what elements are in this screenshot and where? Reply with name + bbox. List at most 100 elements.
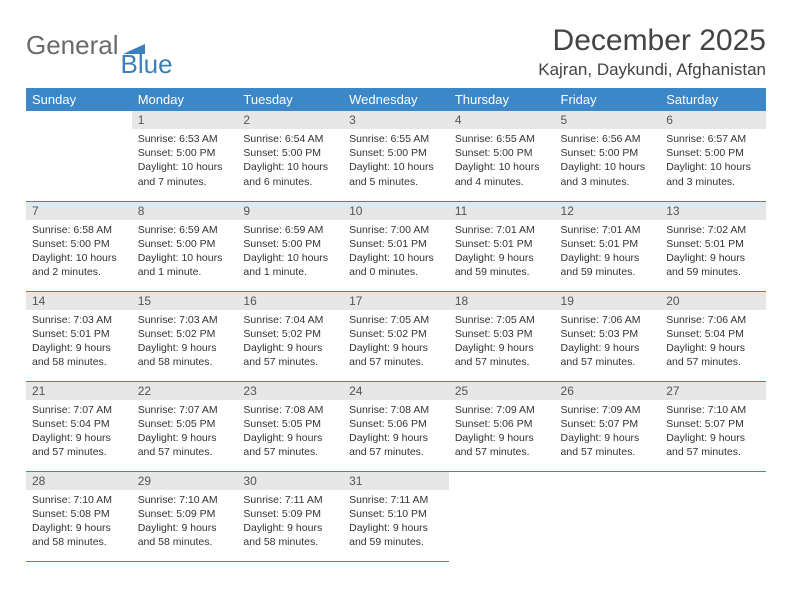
day-number: 4	[449, 111, 555, 129]
day-details: Sunrise: 7:11 AMSunset: 5:10 PMDaylight:…	[343, 490, 449, 556]
calendar-day-cell: 6Sunrise: 6:57 AMSunset: 5:00 PMDaylight…	[660, 111, 766, 201]
day-number: 14	[26, 292, 132, 310]
day-number: 31	[343, 472, 449, 490]
day-details: Sunrise: 7:08 AMSunset: 5:06 PMDaylight:…	[343, 400, 449, 466]
calendar-day-cell: 29Sunrise: 7:10 AMSunset: 5:09 PMDayligh…	[132, 471, 238, 561]
day-number: 2	[237, 111, 343, 129]
day-number: 12	[555, 202, 661, 220]
calendar-day-cell: 20Sunrise: 7:06 AMSunset: 5:04 PMDayligh…	[660, 291, 766, 381]
day-details: Sunrise: 7:07 AMSunset: 5:04 PMDaylight:…	[26, 400, 132, 466]
day-number: 22	[132, 382, 238, 400]
calendar-day-cell: 27Sunrise: 7:10 AMSunset: 5:07 PMDayligh…	[660, 381, 766, 471]
day-details: Sunrise: 6:55 AMSunset: 5:00 PMDaylight:…	[449, 129, 555, 195]
day-details: Sunrise: 6:56 AMSunset: 5:00 PMDaylight:…	[555, 129, 661, 195]
day-number: 19	[555, 292, 661, 310]
header: General Blue December 2025 Kajran, Dayku…	[26, 24, 766, 80]
calendar-day-cell: 10Sunrise: 7:00 AMSunset: 5:01 PMDayligh…	[343, 201, 449, 291]
calendar-day-cell: 16Sunrise: 7:04 AMSunset: 5:02 PMDayligh…	[237, 291, 343, 381]
logo: General Blue	[26, 30, 173, 75]
day-details: Sunrise: 7:08 AMSunset: 5:05 PMDaylight:…	[237, 400, 343, 466]
day-details: Sunrise: 7:06 AMSunset: 5:04 PMDaylight:…	[660, 310, 766, 376]
day-details: Sunrise: 7:09 AMSunset: 5:07 PMDaylight:…	[555, 400, 661, 466]
calendar-day-cell: .	[26, 111, 132, 201]
day-number: 6	[660, 111, 766, 129]
day-details: Sunrise: 7:07 AMSunset: 5:05 PMDaylight:…	[132, 400, 238, 466]
calendar-day-cell: 26Sunrise: 7:09 AMSunset: 5:07 PMDayligh…	[555, 381, 661, 471]
day-number: 28	[26, 472, 132, 490]
day-details: Sunrise: 6:53 AMSunset: 5:00 PMDaylight:…	[132, 129, 238, 195]
calendar-day-cell: 1Sunrise: 6:53 AMSunset: 5:00 PMDaylight…	[132, 111, 238, 201]
calendar-day-cell: 22Sunrise: 7:07 AMSunset: 5:05 PMDayligh…	[132, 381, 238, 471]
day-number: 15	[132, 292, 238, 310]
day-number: 20	[660, 292, 766, 310]
calendar-day-cell: 21Sunrise: 7:07 AMSunset: 5:04 PMDayligh…	[26, 381, 132, 471]
day-number: 11	[449, 202, 555, 220]
day-details: Sunrise: 6:59 AMSunset: 5:00 PMDaylight:…	[132, 220, 238, 286]
day-number: 30	[237, 472, 343, 490]
calendar-day-cell: 19Sunrise: 7:06 AMSunset: 5:03 PMDayligh…	[555, 291, 661, 381]
day-details: Sunrise: 7:09 AMSunset: 5:06 PMDaylight:…	[449, 400, 555, 466]
calendar-week-row: .1Sunrise: 6:53 AMSunset: 5:00 PMDayligh…	[26, 111, 766, 201]
day-number: 10	[343, 202, 449, 220]
calendar-day-cell: 11Sunrise: 7:01 AMSunset: 5:01 PMDayligh…	[449, 201, 555, 291]
weekday-header: Tuesday	[237, 88, 343, 111]
day-details: Sunrise: 6:58 AMSunset: 5:00 PMDaylight:…	[26, 220, 132, 286]
day-number: 26	[555, 382, 661, 400]
weekday-header-row: Sunday Monday Tuesday Wednesday Thursday…	[26, 88, 766, 111]
calendar-day-cell: 30Sunrise: 7:11 AMSunset: 5:09 PMDayligh…	[237, 471, 343, 561]
weekday-header: Wednesday	[343, 88, 449, 111]
calendar-day-cell: 25Sunrise: 7:09 AMSunset: 5:06 PMDayligh…	[449, 381, 555, 471]
calendar-day-cell: 13Sunrise: 7:02 AMSunset: 5:01 PMDayligh…	[660, 201, 766, 291]
day-details: Sunrise: 7:11 AMSunset: 5:09 PMDaylight:…	[237, 490, 343, 556]
calendar-week-row: 28Sunrise: 7:10 AMSunset: 5:08 PMDayligh…	[26, 471, 766, 561]
calendar-day-cell: 8Sunrise: 6:59 AMSunset: 5:00 PMDaylight…	[132, 201, 238, 291]
calendar-day-cell: 28Sunrise: 7:10 AMSunset: 5:08 PMDayligh…	[26, 471, 132, 561]
weekday-header: Friday	[555, 88, 661, 111]
calendar-day-cell: 23Sunrise: 7:08 AMSunset: 5:05 PMDayligh…	[237, 381, 343, 471]
day-details: Sunrise: 7:05 AMSunset: 5:02 PMDaylight:…	[343, 310, 449, 376]
day-number: 27	[660, 382, 766, 400]
day-details: Sunrise: 7:10 AMSunset: 5:09 PMDaylight:…	[132, 490, 238, 556]
day-details: Sunrise: 6:59 AMSunset: 5:00 PMDaylight:…	[237, 220, 343, 286]
calendar-day-cell: 14Sunrise: 7:03 AMSunset: 5:01 PMDayligh…	[26, 291, 132, 381]
calendar-day-cell: 7Sunrise: 6:58 AMSunset: 5:00 PMDaylight…	[26, 201, 132, 291]
calendar-week-row: 21Sunrise: 7:07 AMSunset: 5:04 PMDayligh…	[26, 381, 766, 471]
day-number: 3	[343, 111, 449, 129]
day-number: 8	[132, 202, 238, 220]
day-number: 5	[555, 111, 661, 129]
calendar-day-cell: 5Sunrise: 6:56 AMSunset: 5:00 PMDaylight…	[555, 111, 661, 201]
day-details: Sunrise: 7:00 AMSunset: 5:01 PMDaylight:…	[343, 220, 449, 286]
calendar-day-cell: .	[449, 471, 555, 561]
calendar-day-cell: 9Sunrise: 6:59 AMSunset: 5:00 PMDaylight…	[237, 201, 343, 291]
calendar-day-cell: 12Sunrise: 7:01 AMSunset: 5:01 PMDayligh…	[555, 201, 661, 291]
day-details: Sunrise: 6:57 AMSunset: 5:00 PMDaylight:…	[660, 129, 766, 195]
calendar-day-cell: 17Sunrise: 7:05 AMSunset: 5:02 PMDayligh…	[343, 291, 449, 381]
logo-text-general: General	[26, 30, 119, 61]
weekday-header: Sunday	[26, 88, 132, 111]
day-number: 17	[343, 292, 449, 310]
day-details: Sunrise: 7:02 AMSunset: 5:01 PMDaylight:…	[660, 220, 766, 286]
calendar-day-cell: 24Sunrise: 7:08 AMSunset: 5:06 PMDayligh…	[343, 381, 449, 471]
day-number: 21	[26, 382, 132, 400]
day-number: 16	[237, 292, 343, 310]
day-number: 1	[132, 111, 238, 129]
day-number: 13	[660, 202, 766, 220]
day-number: 9	[237, 202, 343, 220]
day-details: Sunrise: 6:55 AMSunset: 5:00 PMDaylight:…	[343, 129, 449, 195]
weekday-header: Saturday	[660, 88, 766, 111]
logo-text-blue: Blue	[121, 54, 173, 75]
day-number: 18	[449, 292, 555, 310]
day-details: Sunrise: 7:06 AMSunset: 5:03 PMDaylight:…	[555, 310, 661, 376]
calendar-week-row: 14Sunrise: 7:03 AMSunset: 5:01 PMDayligh…	[26, 291, 766, 381]
calendar-day-cell: 4Sunrise: 6:55 AMSunset: 5:00 PMDaylight…	[449, 111, 555, 201]
calendar-day-cell: 31Sunrise: 7:11 AMSunset: 5:10 PMDayligh…	[343, 471, 449, 561]
day-details: Sunrise: 7:10 AMSunset: 5:08 PMDaylight:…	[26, 490, 132, 556]
day-details: Sunrise: 7:04 AMSunset: 5:02 PMDaylight:…	[237, 310, 343, 376]
day-number: 7	[26, 202, 132, 220]
title-block: December 2025 Kajran, Daykundi, Afghanis…	[538, 24, 766, 80]
day-details: Sunrise: 6:54 AMSunset: 5:00 PMDaylight:…	[237, 129, 343, 195]
calendar-day-cell: .	[660, 471, 766, 561]
day-details: Sunrise: 7:10 AMSunset: 5:07 PMDaylight:…	[660, 400, 766, 466]
day-details: Sunrise: 7:03 AMSunset: 5:02 PMDaylight:…	[132, 310, 238, 376]
weekday-header: Thursday	[449, 88, 555, 111]
